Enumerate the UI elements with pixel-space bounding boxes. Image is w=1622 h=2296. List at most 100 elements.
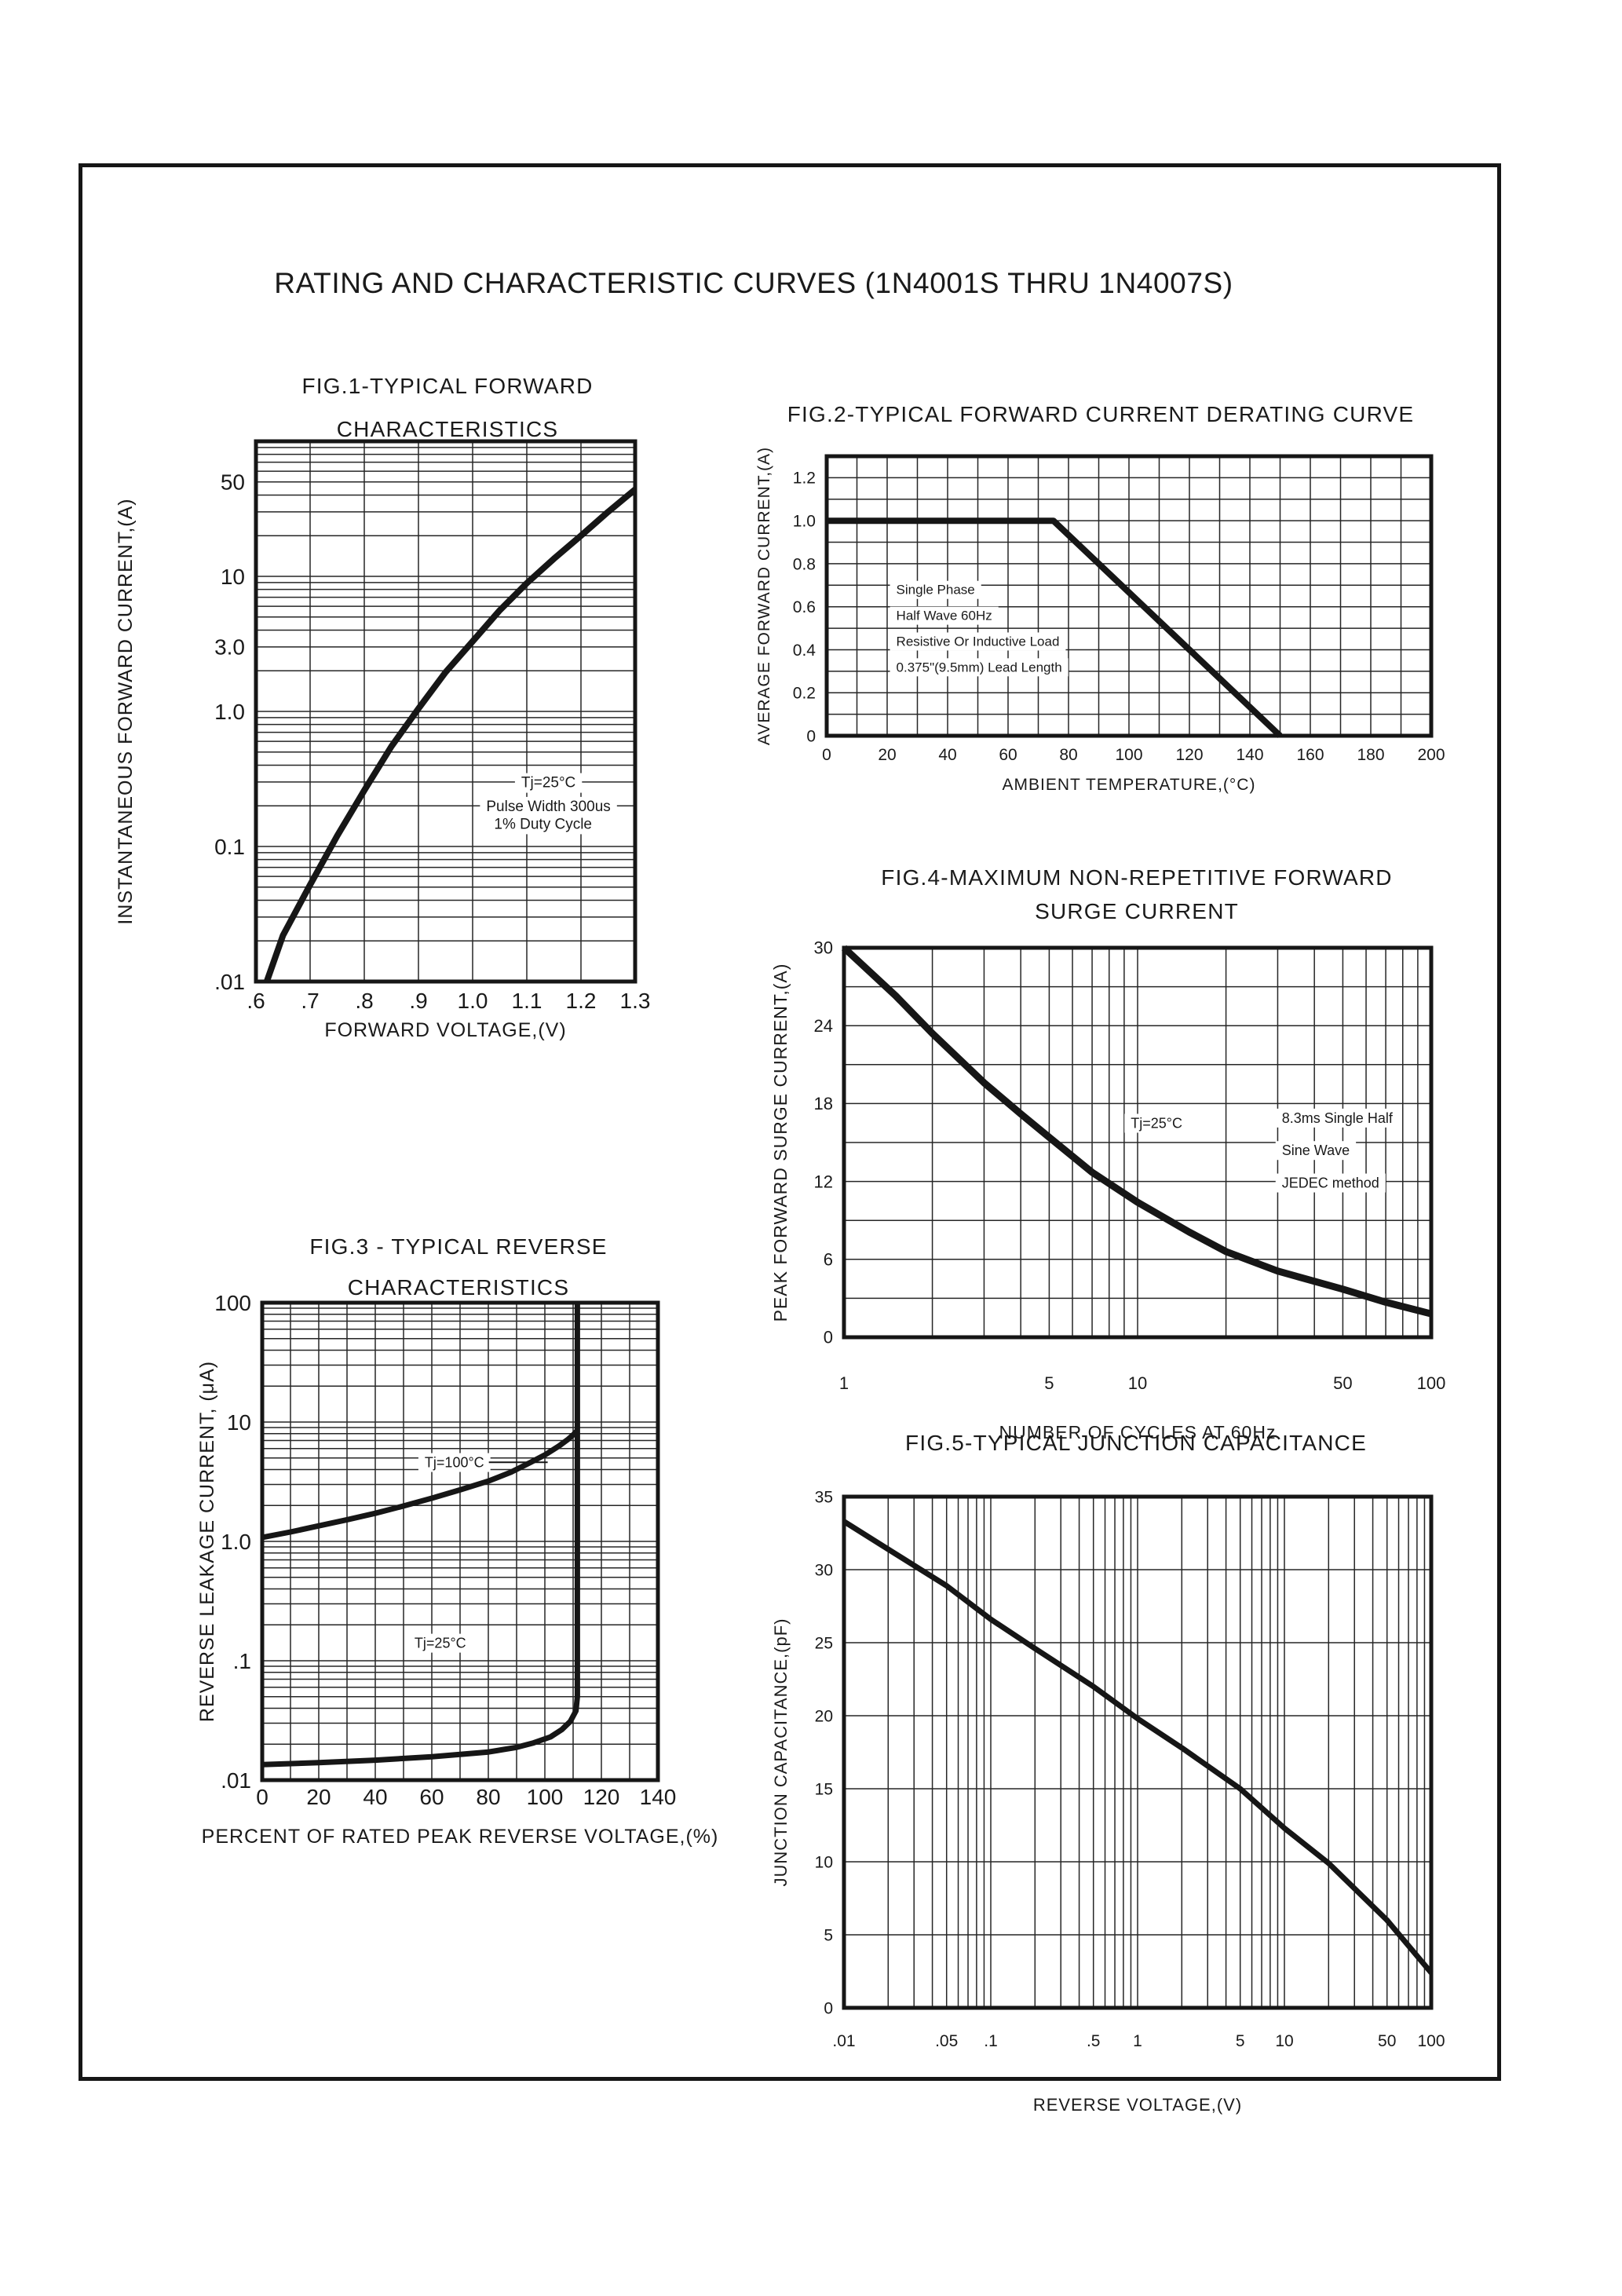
fig1-xtick-label: .9	[409, 989, 427, 1013]
fig3-chart: Tj=100°C Tj=25°C 0 20 40 60 80 100 120 140 .01 .1 1.…	[196, 1291, 718, 1848]
fig4-curve-0	[841, 945, 1433, 1318]
fig1-xtick-label: .6	[247, 989, 265, 1013]
fig2-xtick-label: 60	[999, 746, 1017, 764]
fig2-title-line1: FIG.2-TYPICAL FORWARD CURRENT DERATING C…	[787, 402, 1415, 426]
fig4-annotation-text: Sine Wave	[1282, 1143, 1350, 1158]
fig2-ytick-label: 1.0	[793, 513, 816, 531]
fig5-ytick-label: 10	[815, 1853, 833, 1871]
fig3-annotation-text: Tj=25°C	[415, 1636, 466, 1651]
fig4-annotation-bg	[1275, 1173, 1386, 1193]
fig5-xaxis-label: REVERSE VOLTAGE,(V)	[1033, 2095, 1242, 2115]
fig1-title-line2: CHARACTERISTICS	[336, 417, 559, 441]
fig1-annotation-bg	[514, 773, 583, 793]
fig1-xtick-label: .8	[355, 989, 373, 1013]
fig5-ytick-label: 15	[815, 1780, 833, 1798]
fig1-curve-0	[264, 487, 637, 983]
fig5-title-line1: FIG.5-TYPICAL JUNCTION CAPACITANCE	[905, 1431, 1367, 1455]
fig2-xtick-label: 40	[938, 746, 956, 764]
fig5-ytick-label: 0	[824, 1999, 833, 2017]
fig2-ytick-label: 1.2	[793, 470, 816, 488]
fig2-xtick-label: 160	[1296, 746, 1324, 764]
fig2-annotation-bg	[890, 658, 1069, 677]
fig4-annotation-bg	[1275, 1141, 1357, 1161]
fig4-xtick-label: 5	[1044, 1373, 1054, 1393]
fig2-xtick-label: 100	[1115, 746, 1142, 764]
fig4-annotation-bg	[1124, 1113, 1189, 1133]
fig4-xaxis-label: NUMBER OF CYCLES AT 60Hz	[999, 1422, 1277, 1442]
fig3-yaxis-label: REVERSE LEAKAGE CURRENT, (μA)	[196, 1361, 218, 1722]
fig4-chart: Tj=25°C 8.3ms Single Half Sine Wave JEDEC m…	[770, 938, 1445, 1442]
fig5-xtick-label: 1	[1133, 2032, 1142, 2050]
fig4-title: FIG.4-MAXIMUM NON-REPETITIVE FORWARD SUR…	[881, 861, 1392, 928]
fig2-annotation-bg	[890, 632, 1066, 651]
fig3-curve-1	[261, 1303, 580, 1768]
fig2-xtick-label: 200	[1417, 746, 1445, 764]
page-title: RATING AND CHARACTERISTIC CURVES (1N4001…	[274, 267, 1233, 299]
fig5-ytick-label: 5	[824, 1926, 833, 1944]
fig5-xtick-label: .05	[935, 2032, 958, 2050]
fig2-annotation-text: 0.375"(9.5mm) Lead Length	[897, 660, 1062, 675]
fig5-xtick-label: 100	[1417, 2032, 1445, 2050]
fig5-title: FIG.5-TYPICAL JUNCTION CAPACITANCE	[905, 1431, 1367, 1456]
fig5-ytick-label: 20	[815, 1707, 833, 1725]
fig1-annotation-text: 1% Duty Cycle	[494, 816, 592, 832]
fig4-plot-border	[842, 945, 1434, 1340]
fig3-xtick-label: 0	[256, 1785, 269, 1809]
fig2-xtick-label: 180	[1357, 746, 1384, 764]
fig4-ytick-label: 30	[814, 938, 833, 958]
fig4-ytick-label: 18	[814, 1094, 833, 1113]
fig1-yaxis-label: INSTANTANEOUS FORWARD CURRENT,(A)	[115, 498, 137, 924]
fig3-ytick-label: .01	[221, 1768, 251, 1793]
fig1-annotation-bg	[488, 814, 599, 835]
fig1-ytick-label: 1.0	[214, 700, 245, 724]
fig5-xtick-label: 10	[1275, 2032, 1293, 2050]
fig3-xtick-label: 120	[583, 1785, 620, 1809]
page-border	[79, 163, 1501, 2081]
fig5-yaxis-label: JUNCTION CAPACITANCE,(pF)	[771, 1618, 791, 1887]
fig3-annotation-bg	[407, 1633, 473, 1653]
fig5-ytick-label: 30	[815, 1561, 833, 1579]
fig5-curve-0	[842, 1519, 1434, 1975]
fig2-title: FIG.2-TYPICAL FORWARD CURRENT DERATING C…	[787, 402, 1415, 427]
fig4-xtick-label: 10	[1128, 1373, 1147, 1393]
fig3-plot-border	[260, 1300, 660, 1782]
fig2-ytick-label: 0	[806, 727, 816, 745]
fig4-annotation-text: Tj=25°C	[1131, 1116, 1182, 1132]
fig4-title-line1: FIG.4-MAXIMUM NON-REPETITIVE FORWARD	[881, 865, 1393, 890]
fig4-annotation-bg	[1275, 1108, 1400, 1128]
fig5-xtick-label: 5	[1236, 2032, 1245, 2050]
fig4-ytick-label: 24	[814, 1016, 833, 1036]
fig4-ytick-label: 12	[814, 1172, 833, 1191]
fig3-annotation-text: Tj=100°C	[425, 1455, 484, 1471]
fig1-ytick-label: 10	[221, 565, 245, 589]
fig2-xtick-label: 80	[1059, 746, 1077, 764]
fig1-xtick-label: 1.0	[458, 989, 488, 1013]
fig1-ytick-label: 0.1	[214, 835, 245, 859]
fig2-curve-0	[827, 517, 1283, 738]
fig2-chart: Single Phase Half Wave 60Hz Resistive Or I…	[755, 447, 1445, 794]
fig3-curve-0	[261, 1428, 579, 1541]
fig1-ytick-label: 3.0	[214, 635, 245, 660]
fig2-ytick-label: 0.4	[793, 642, 816, 660]
fig5-ytick-label: 35	[815, 1488, 833, 1506]
fig2-xtick-label: 140	[1236, 746, 1263, 764]
fig1-annotation-text: Tj=25°C	[521, 775, 575, 792]
fig3-ytick-label: 100	[214, 1291, 251, 1315]
fig2-annotation-text: Single Phase	[897, 583, 975, 598]
fig4-annotation-text: JEDEC method	[1282, 1175, 1379, 1191]
fig3-xtick-label: 100	[527, 1785, 564, 1809]
fig3-ytick-label: .1	[233, 1649, 251, 1673]
fig2-yaxis-label: AVERAGE FORWARD CURRENT,(A)	[755, 447, 773, 745]
fig2-xaxis-label: AMBIENT TEMPERATURE,(°C)	[1003, 776, 1256, 794]
fig1-xaxis-label: FORWARD VOLTAGE,(V)	[324, 1019, 566, 1041]
fig2-plot-border	[824, 454, 1434, 738]
fig2-annotation-text: Resistive Or Inductive Load	[897, 634, 1060, 649]
fig5-chart: .01.05.1.5 1 5 10 50 10005101520253035REVERSE…	[771, 1488, 1445, 2115]
fig3-xtick-label: 40	[363, 1785, 387, 1809]
fig2-xtick-label: 0	[822, 746, 831, 764]
fig2-xtick-label: 120	[1175, 746, 1203, 764]
fig4-ytick-label: 0	[824, 1328, 833, 1347]
fig2-ytick-label: 0.2	[793, 685, 816, 703]
fig1-ytick-label: .01	[214, 970, 245, 994]
